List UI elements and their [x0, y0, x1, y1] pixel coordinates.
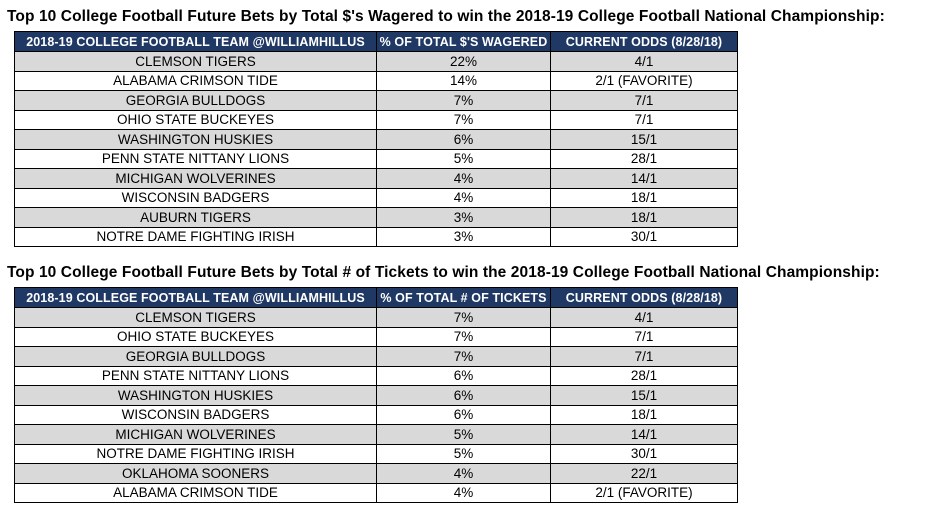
percent-cell: 6%	[376, 365, 551, 386]
column-header-current-odds: CURRENT ODDS (8/28/18)	[550, 287, 738, 308]
table-row: MICHIGAN WOLVERINES 5% 14/1	[14, 424, 738, 445]
column-header-percent-wagered: % OF TOTAL $'S WAGERED	[376, 31, 551, 52]
team-cell: PENN STATE NITTANY LIONS	[14, 148, 377, 169]
table-row: WISCONSIN BADGERS 4% 18/1	[14, 187, 738, 208]
table-row: NOTRE DAME FIGHTING IRISH 3% 30/1	[14, 226, 738, 247]
table-body: CLEMSON TIGERS 22% 4/1 ALABAMA CRIMSON TIDE…	[14, 51, 738, 247]
team-cell: WASHINGTON HUSKIES	[14, 385, 377, 406]
percent-cell: 7%	[376, 307, 551, 328]
table-row: GEORGIA BULLDOGS 7% 7/1	[14, 346, 738, 367]
odds-cell: 2/1 (FAVORITE)	[550, 482, 738, 503]
team-cell: WISCONSIN BADGERS	[14, 187, 377, 208]
table-row: MICHIGAN WOLVERINES 4% 14/1	[14, 168, 738, 189]
tickets-section: Top 10 College Football Future Bets by T…	[0, 264, 931, 503]
tickets-table: 2018-19 COLLEGE FOOTBALL TEAM @WILLIAMHI…	[14, 287, 738, 503]
table-row: WASHINGTON HUSKIES 6% 15/1	[14, 385, 738, 406]
team-cell: PENN STATE NITTANY LIONS	[14, 365, 377, 386]
team-cell: AUBURN TIGERS	[14, 207, 377, 228]
column-header-current-odds: CURRENT ODDS (8/28/18)	[550, 31, 738, 52]
team-cell: CLEMSON TIGERS	[14, 307, 377, 328]
column-header-team: 2018-19 COLLEGE FOOTBALL TEAM @WILLIAMHI…	[14, 287, 377, 308]
odds-cell: 14/1	[550, 168, 738, 189]
table-row: PENN STATE NITTANY LIONS 5% 28/1	[14, 148, 738, 169]
odds-cell: 22/1	[550, 463, 738, 484]
percent-cell: 14%	[376, 70, 551, 91]
odds-cell: 28/1	[550, 148, 738, 169]
table-row: OHIO STATE BUCKEYES 7% 7/1	[14, 109, 738, 130]
team-cell: MICHIGAN WOLVERINES	[14, 424, 377, 445]
odds-cell: 14/1	[550, 424, 738, 445]
odds-cell: 4/1	[550, 307, 738, 328]
percent-cell: 6%	[376, 385, 551, 406]
table-row: WISCONSIN BADGERS 6% 18/1	[14, 404, 738, 425]
team-cell: OKLAHOMA SOONERS	[14, 463, 377, 484]
table-body: CLEMSON TIGERS 7% 4/1 OHIO STATE BUCKEYES 7%…	[14, 307, 738, 503]
odds-cell: 15/1	[550, 129, 738, 150]
percent-cell: 5%	[376, 148, 551, 169]
table-row: ALABAMA CRIMSON TIDE 14% 2/1 (FAVORITE)	[14, 70, 738, 91]
table-row: OKLAHOMA SOONERS 4% 22/1	[14, 463, 738, 484]
percent-cell: 6%	[376, 129, 551, 150]
team-cell: WASHINGTON HUSKIES	[14, 129, 377, 150]
percent-cell: 7%	[376, 90, 551, 111]
team-cell: CLEMSON TIGERS	[14, 51, 377, 72]
percent-cell: 5%	[376, 443, 551, 464]
odds-cell: 7/1	[550, 346, 738, 367]
team-cell: MICHIGAN WOLVERINES	[14, 168, 377, 189]
odds-cell: 18/1	[550, 187, 738, 208]
team-cell: OHIO STATE BUCKEYES	[14, 326, 377, 347]
percent-cell: 7%	[376, 109, 551, 130]
table-row: AUBURN TIGERS 3% 18/1	[14, 207, 738, 228]
dollars-wagered-table: 2018-19 COLLEGE FOOTBALL TEAM @WILLIAMHI…	[14, 31, 738, 247]
table-row: GEORGIA BULLDOGS 7% 7/1	[14, 90, 738, 111]
odds-cell: 18/1	[550, 404, 738, 425]
percent-cell: 4%	[376, 482, 551, 503]
dollars-wagered-table-title: Top 10 College Football Future Bets by T…	[7, 8, 885, 25]
table-row: NOTRE DAME FIGHTING IRISH 5% 30/1	[14, 443, 738, 464]
table-row: CLEMSON TIGERS 22% 4/1	[14, 51, 738, 72]
team-cell: OHIO STATE BUCKEYES	[14, 109, 377, 130]
odds-cell: 7/1	[550, 109, 738, 130]
table-row: PENN STATE NITTANY LIONS 6% 28/1	[14, 365, 738, 386]
table-row: ALABAMA CRIMSON TIDE 4% 2/1 (FAVORITE)	[14, 482, 738, 503]
odds-cell: 2/1 (FAVORITE)	[550, 70, 738, 91]
percent-cell: 22%	[376, 51, 551, 72]
odds-cell: 18/1	[550, 207, 738, 228]
tickets-table-title: Top 10 College Football Future Bets by T…	[7, 264, 880, 281]
percent-cell: 5%	[376, 424, 551, 445]
dollars-wagered-section: Top 10 College Football Future Bets by T…	[0, 0, 931, 247]
team-cell: GEORGIA BULLDOGS	[14, 90, 377, 111]
team-cell: ALABAMA CRIMSON TIDE	[14, 482, 377, 503]
odds-cell: 7/1	[550, 326, 738, 347]
percent-cell: 4%	[376, 463, 551, 484]
team-cell: GEORGIA BULLDOGS	[14, 346, 377, 367]
percent-cell: 3%	[376, 226, 551, 247]
odds-cell: 30/1	[550, 443, 738, 464]
table-row: OHIO STATE BUCKEYES 7% 7/1	[14, 326, 738, 347]
percent-cell: 7%	[376, 326, 551, 347]
team-cell: NOTRE DAME FIGHTING IRISH	[14, 443, 377, 464]
odds-cell: 28/1	[550, 365, 738, 386]
header-row: 2018-19 COLLEGE FOOTBALL TEAM @WILLIAMHI…	[14, 31, 738, 52]
team-cell: NOTRE DAME FIGHTING IRISH	[14, 226, 377, 247]
odds-cell: 30/1	[550, 226, 738, 247]
column-header-team: 2018-19 COLLEGE FOOTBALL TEAM @WILLIAMHI…	[14, 31, 377, 52]
percent-cell: 6%	[376, 404, 551, 425]
odds-cell: 4/1	[550, 51, 738, 72]
percent-cell: 4%	[376, 187, 551, 208]
column-header-percent-tickets: % OF TOTAL # OF TICKETS	[376, 287, 551, 308]
percent-cell: 4%	[376, 168, 551, 189]
team-cell: ALABAMA CRIMSON TIDE	[14, 70, 377, 91]
percent-cell: 7%	[376, 346, 551, 367]
table-row: CLEMSON TIGERS 7% 4/1	[14, 307, 738, 328]
percent-cell: 3%	[376, 207, 551, 228]
header-row: 2018-19 COLLEGE FOOTBALL TEAM @WILLIAMHI…	[14, 287, 738, 308]
odds-cell: 7/1	[550, 90, 738, 111]
table-row: WASHINGTON HUSKIES 6% 15/1	[14, 129, 738, 150]
team-cell: WISCONSIN BADGERS	[14, 404, 377, 425]
odds-cell: 15/1	[550, 385, 738, 406]
